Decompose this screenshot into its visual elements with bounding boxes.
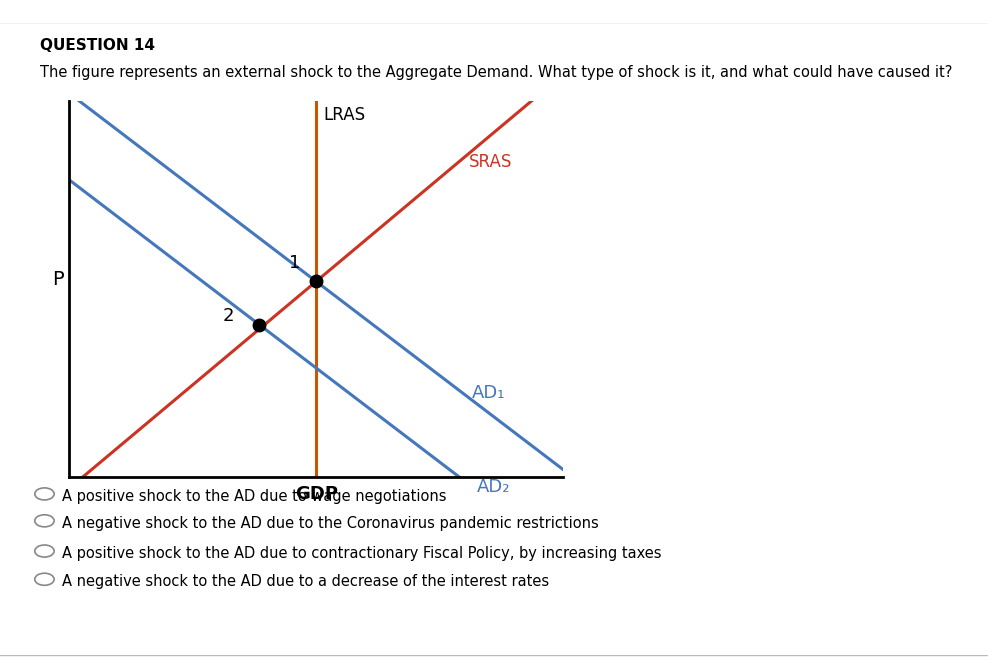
Text: A positive shock to the AD due to contractionary Fiscal Policy, by increasing ta: A positive shock to the AD due to contra… <box>62 546 662 560</box>
X-axis label: GDP: GDP <box>294 485 338 503</box>
Text: SRAS: SRAS <box>469 153 513 171</box>
Text: AD₁: AD₁ <box>472 384 505 402</box>
Text: QUESTION 14: QUESTION 14 <box>40 38 154 53</box>
Y-axis label: P: P <box>52 270 64 289</box>
Text: A negative shock to the AD due to a decrease of the interest rates: A negative shock to the AD due to a decr… <box>62 574 549 589</box>
Text: A negative shock to the AD due to the Coronavirus pandemic restrictions: A negative shock to the AD due to the Co… <box>62 515 599 530</box>
Text: A positive shock to the AD due to wage negotiations: A positive shock to the AD due to wage n… <box>62 489 447 503</box>
Text: The figure represents an external shock to the Aggregate Demand. What type of sh: The figure represents an external shock … <box>40 65 951 80</box>
Text: 1: 1 <box>288 254 300 272</box>
Text: LRAS: LRAS <box>323 106 366 124</box>
Text: 2: 2 <box>222 307 234 325</box>
Text: AD₂: AD₂ <box>476 478 510 496</box>
